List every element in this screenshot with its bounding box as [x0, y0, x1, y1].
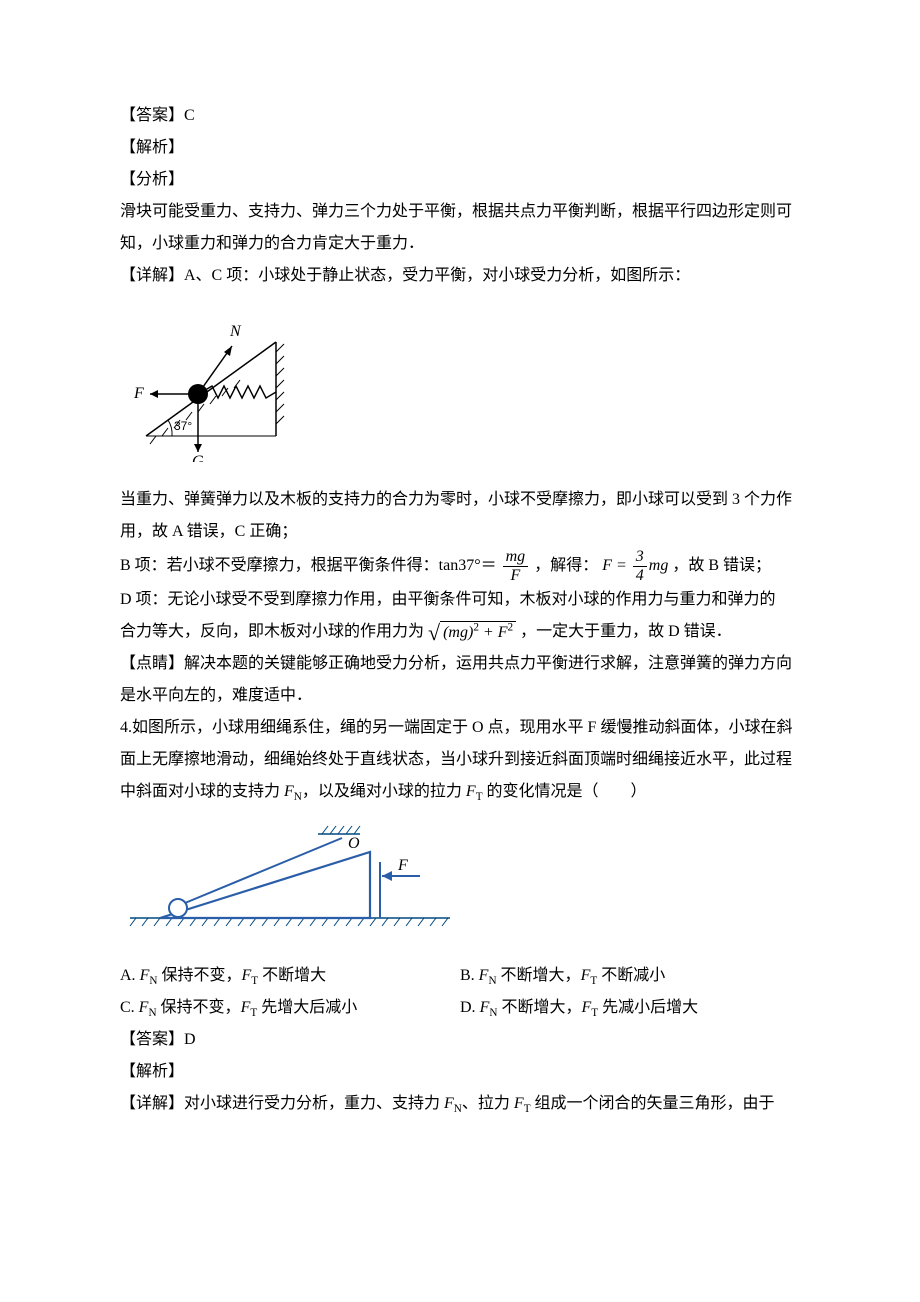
section-fenxi: 【分析】 [120, 164, 800, 196]
detail-intro: 【详解】A、C 项：小球处于静止状态，受力平衡，对小球受力分析，如图所示： [120, 260, 800, 292]
opt-B-FN-sub: N [488, 975, 496, 987]
frac-den: F [503, 567, 529, 585]
option-C: C. FN 保持不变，FT 先增大后减小 [120, 992, 460, 1024]
b-item-line: B 项：若小球不受摩擦力，根据平衡条件得：tan37°＝ mg F ，解得： F… [120, 548, 800, 584]
fig2-label-F: F [397, 857, 408, 874]
opt-C-tail: 先增大后减小 [257, 999, 357, 1016]
detail4-line: 【详解】对小球进行受力分析，重力、支持力 FN、拉力 FT 组成一个闭合的矢量三… [120, 1088, 800, 1120]
opt-D-tail: 先减小后增大 [598, 999, 698, 1016]
q4-FN: F [284, 783, 294, 800]
sqrt-expression: √ (mg)2 + F2 [428, 621, 516, 644]
detail4-FN: F [444, 1095, 454, 1112]
opt-A-FT: F [241, 967, 251, 984]
q4-mid: ，以及绳对小球的拉力 [302, 783, 466, 800]
options-row-2: C. FN 保持不变，FT 先增大后减小 D. FN 不断增大，FT 先减小后增… [120, 992, 800, 1024]
option-A: A. FN 保持不变，FT 不断增大 [120, 960, 460, 992]
opt-D-FN: F [480, 999, 490, 1016]
opt-A-FN: F [140, 967, 150, 984]
b-mid: ，解得： [534, 557, 598, 574]
section-jiexi-2: 【解析】 [120, 1056, 800, 1088]
frac-num: 3 [633, 548, 647, 567]
detail4-FN-sub: N [454, 1103, 462, 1115]
answer4-line: 【答案】D [120, 1024, 800, 1056]
b-suffix: ，故 B 错误； [672, 557, 771, 574]
detail4-FT-sub: T [524, 1103, 531, 1115]
fig1-angle: 37° [174, 419, 192, 433]
opt-C-FT: F [241, 999, 251, 1016]
opt-C-FN: F [139, 999, 149, 1016]
opt-C-pre: C. [120, 999, 139, 1016]
d-item-line1: D 项：无论小球受不受到摩擦力作用，由平衡条件可知，木板对小球的作用力与重力和弹… [120, 584, 800, 616]
answer-line: 【答案】C [120, 100, 800, 132]
d-line2-suffix: ，一定大于重力，故 D 错误． [520, 623, 732, 640]
frac-mg-over-F: mg F [503, 548, 529, 584]
q4-tail: 的变化情况是（ ） [483, 783, 647, 800]
frac-num: mg [503, 548, 529, 567]
detail-p2: 当重力、弹簧弹力以及木板的支持力的合力为零时，小球不受摩擦力，即小球可以受到 3… [120, 484, 800, 548]
section-jiexi: 【解析】 [120, 132, 800, 164]
opt-B-FT: F [581, 967, 591, 984]
frac-3-4: 3 4 [633, 548, 647, 584]
detail4-FT: F [514, 1095, 524, 1112]
dianjing-text: 【点睛】解决本题的关键能够正确地受力分析，运用共点力平衡进行求解，注意弹簧的弹力… [120, 648, 800, 712]
opt-C-mid: 保持不变， [157, 999, 241, 1016]
q4-stem: 4.如图所示，小球用细绳系住，绳的另一端固定于 O 点，现用水平 F 缓慢推动斜… [120, 712, 800, 808]
frac-den: 4 [633, 567, 647, 585]
q4-FT: F [466, 783, 476, 800]
F-equals: F = [602, 557, 627, 574]
detail4-prefix: 【详解】对小球进行受力分析，重力、支持力 [120, 1095, 444, 1112]
option-B: B. FN 不断增大，FT 不断减小 [460, 960, 800, 992]
opt-B-pre: B. [460, 967, 479, 984]
b-prefix: B 项：若小球不受摩擦力，根据平衡条件得：tan37°＝ [120, 557, 497, 574]
opt-A-pre: A. [120, 967, 140, 984]
analysis-text: 滑块可能受重力、支持力、弹力三个力处于平衡，根据共点力平衡判断，根据平行四边形定… [120, 196, 800, 260]
fig1-label-N: N [229, 323, 242, 340]
opt-B-tail: 不断减小 [597, 967, 665, 984]
figure-1: N F G 37° [120, 302, 800, 474]
q4-FN-sub: N [294, 791, 302, 803]
detail4-tail: 组成一个闭合的矢量三角形，由于 [531, 1095, 775, 1112]
opt-D-FT: F [581, 999, 591, 1016]
option-D: D. FN 不断增大，FT 先减小后增大 [460, 992, 800, 1024]
fig2-label-O: O [348, 835, 360, 852]
opt-D-pre: D. [460, 999, 480, 1016]
sqrt-mg: (mg) [443, 624, 473, 641]
opt-B-FN: F [479, 967, 489, 984]
opt-A-mid: 保持不变， [157, 967, 241, 984]
mg-text: mg [649, 557, 669, 574]
fig1-label-G: G [192, 453, 204, 462]
d-item-line2: 合力等大，反向，即木板对小球的作用力为 √ (mg)2 + F2 ，一定大于重力… [120, 616, 800, 648]
sqrt-plus: + [479, 624, 498, 641]
options-row-1: A. FN 保持不变，FT 不断增大 B. FN 不断增大，FT 不断减小 [120, 960, 800, 992]
opt-B-mid: 不断增大， [497, 967, 581, 984]
figure-2: O F [120, 818, 800, 950]
opt-D-mid: 不断增大， [497, 999, 581, 1016]
opt-A-tail: 不断增大 [258, 967, 326, 984]
detail4-mid: 、拉力 [462, 1095, 514, 1112]
opt-C-FN-sub: N [148, 1007, 156, 1019]
q4-FT-sub: T [476, 791, 483, 803]
d-line2-prefix: 合力等大，反向，即木板对小球的作用力为 [120, 623, 424, 640]
fig1-label-F: F [133, 385, 144, 402]
